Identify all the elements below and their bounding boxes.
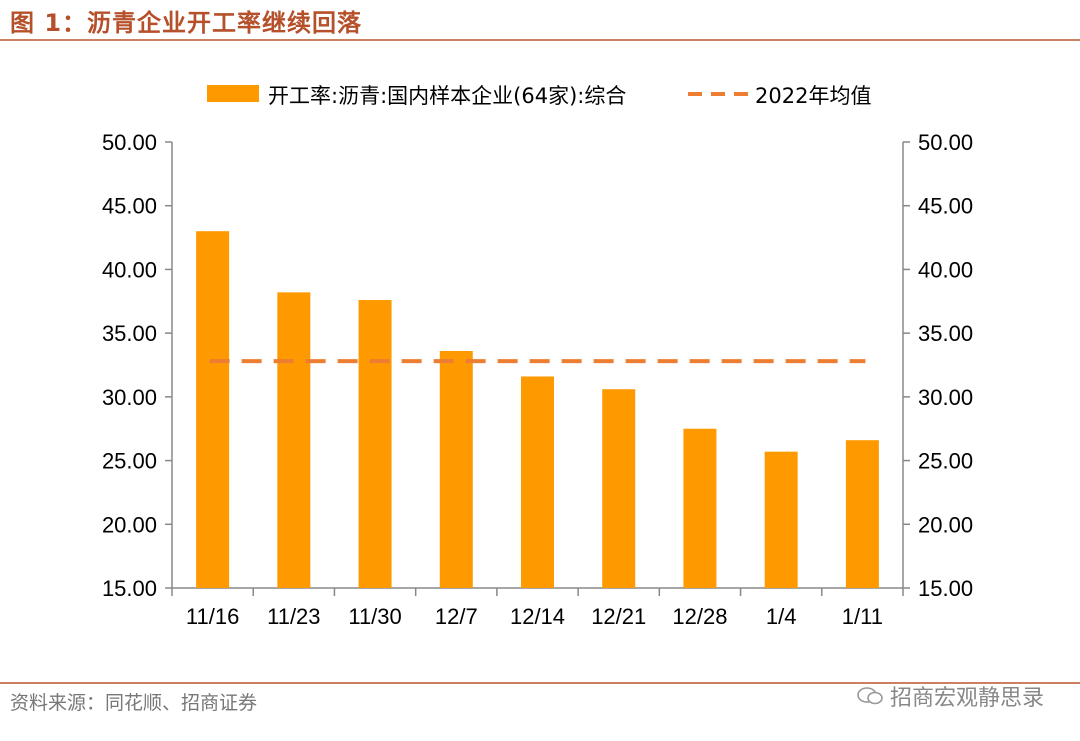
wechat-icon <box>857 687 883 705</box>
footer-divider <box>0 682 1080 684</box>
y-tick-label-left: 20.00 <box>102 512 157 537</box>
legend-bar-label: 开工率:沥青:国内样本企业(64家):综合 <box>268 84 626 108</box>
y-tick-label-left: 25.00 <box>102 449 157 474</box>
bar-11/23 <box>277 292 311 588</box>
y-tick-label-right: 40.00 <box>918 257 973 282</box>
bar-11/30 <box>358 300 392 588</box>
legend-bar-swatch <box>207 85 259 102</box>
y-tick-label-left: 30.00 <box>102 385 157 410</box>
y-tick-label-left: 40.00 <box>102 257 157 282</box>
y-tick-label-right: 50.00 <box>918 130 973 155</box>
x-tick-label: 11/16 <box>186 604 239 629</box>
legend-line-label: 2022年均值 <box>755 84 871 108</box>
bar-1/11 <box>845 440 879 588</box>
axes: 15.00 15.00 20.00 20.00 25.00 25.00 30.00 30.00… <box>102 130 973 601</box>
bar-12/21 <box>602 389 636 588</box>
bars <box>196 231 879 588</box>
y-tick-label-left: 35.00 <box>102 321 157 346</box>
figure-title: 图 1：沥青企业开工率继续回落 <box>10 9 363 37</box>
y-tick-label-right: 15.00 <box>918 576 973 601</box>
watermark: 招商宏观静思录 <box>856 680 1044 712</box>
x-tick-label: 11/23 <box>267 604 320 629</box>
x-tick-label: 12/7 <box>435 604 478 629</box>
legend: 开工率:沥青:国内样本企业(64家):综合 2022年均值 <box>207 84 871 108</box>
bar-1/4 <box>764 451 798 588</box>
y-tick-label-right: 20.00 <box>918 512 973 537</box>
y-tick-label-right: 35.00 <box>918 321 973 346</box>
bar-12/14 <box>521 376 554 588</box>
title-divider <box>0 39 1080 41</box>
x-tick-label: 12/28 <box>672 604 727 629</box>
x-tick-label: 12/21 <box>591 604 646 629</box>
y-tick-label-left: 50.00 <box>102 130 157 155</box>
x-tick-label: 1/11 <box>842 604 883 629</box>
y-tick-label-left: 15.00 <box>102 576 157 601</box>
x-tick-label: 1/4 <box>766 604 797 629</box>
x-tick-label: 12/14 <box>510 604 565 629</box>
y-tick-label-left: 45.00 <box>102 194 157 219</box>
y-tick-label-right: 45.00 <box>918 194 973 219</box>
y-tick-label-right: 30.00 <box>918 385 973 410</box>
y-tick-label-right: 25.00 <box>918 449 973 474</box>
watermark-text: 招商宏观静思录 <box>889 686 1044 711</box>
x-tick-label: 11/30 <box>348 604 401 629</box>
source-note: 资料来源：同花顺、招商证券 <box>10 692 258 714</box>
bar-12/7 <box>439 350 473 588</box>
x-tick-labels: 11/16 11/23 11/30 12/7 12/14 12/21 12/28 1/4 1/1… <box>186 604 883 629</box>
bar-12/28 <box>683 428 717 588</box>
bar-11/16 <box>196 231 230 588</box>
